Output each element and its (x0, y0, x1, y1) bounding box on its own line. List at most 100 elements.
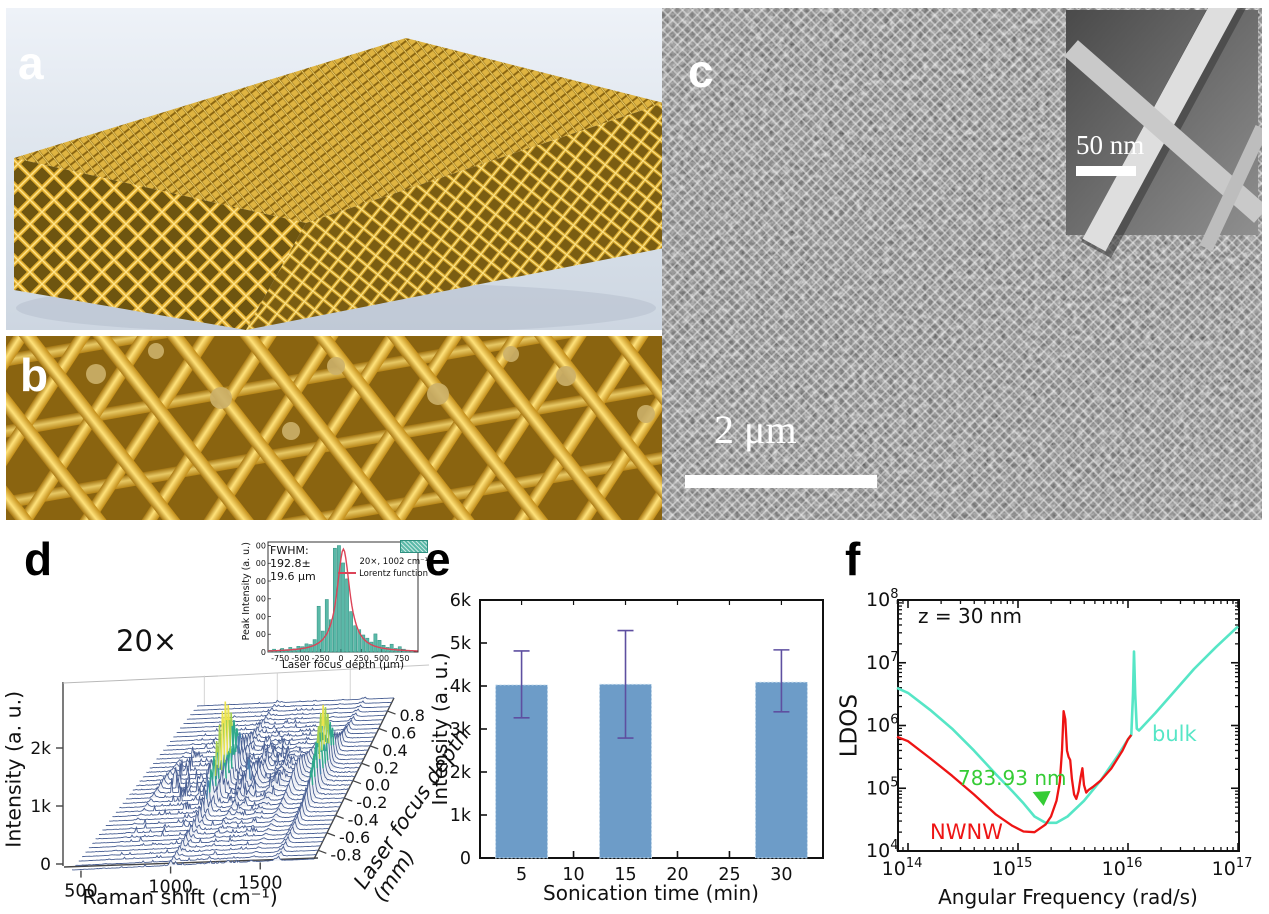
svg-text:600: 600 (256, 541, 266, 550)
ldos-y-axis-label: LDOS (836, 694, 863, 758)
svg-text:5k: 5k (450, 634, 472, 654)
slab-right-face (246, 103, 664, 330)
sonication-bar-chart: 0 1k 2k 3k 4k 5k 6k 5 10 15 20 25 30 (450, 591, 824, 885)
inset-x-axis-label: Laser focus depth (μm) (281, 659, 405, 671)
svg-text:20: 20 (666, 865, 688, 885)
svg-text:300: 300 (256, 595, 266, 604)
svg-text:0.0: 0.0 (365, 776, 390, 795)
svg-text:-750: -750 (271, 654, 289, 663)
svg-text:1016: 1016 (1102, 856, 1143, 880)
svg-text:15: 15 (614, 865, 636, 885)
svg-text:-0.2: -0.2 (356, 793, 387, 812)
svg-text:6k: 6k (450, 591, 472, 611)
svg-text:30: 30 (770, 865, 792, 885)
svg-text:500: 500 (64, 882, 97, 902)
svg-text:0.2: 0.2 (374, 758, 399, 777)
wire-end-caps (86, 343, 655, 440)
svg-text:1000: 1000 (148, 878, 193, 898)
panel-e-label: e (425, 533, 451, 585)
z-distance-annotation: z = 30 nm (918, 604, 1022, 628)
svg-text:-0.8: -0.8 (330, 845, 361, 864)
gold-nanowire-closeup-render (6, 336, 667, 520)
panel-f: 1014 1015 1016 1017 104 105 106 107 108 f Angula… (836, 530, 1269, 914)
svg-text:107: 107 (866, 650, 898, 674)
svg-text:3k: 3k (450, 720, 472, 740)
wavelength-annotation: 783.93 nm (958, 766, 1067, 790)
raman-z-axis-label: Intensity (a. u.) (1, 690, 26, 848)
slab-top-face (14, 38, 664, 223)
svg-text:0.4: 0.4 (382, 741, 407, 760)
svg-text:-250: -250 (312, 654, 330, 663)
svg-text:1017: 1017 (1212, 856, 1253, 880)
svg-text:0.6: 0.6 (391, 723, 416, 742)
svg-text:5: 5 (516, 865, 527, 885)
svg-text:0: 0 (460, 849, 471, 869)
nwnw-series-label: NWNW (930, 820, 1003, 844)
panel-a: a (6, 8, 667, 330)
svg-text:108: 108 (866, 587, 898, 611)
panel-c-label: c (688, 45, 714, 97)
panel-f-label: f (845, 533, 861, 585)
svg-text:500: 500 (374, 654, 389, 663)
inset-scale-bar (1076, 166, 1136, 176)
svg-text:1k: 1k (30, 797, 51, 817)
svg-text:105: 105 (866, 775, 898, 799)
histogram-legend-label: 20×, 1002 cm⁻¹ (359, 557, 428, 568)
panel-b-label: b (20, 349, 49, 401)
svg-text:0: 0 (261, 648, 266, 657)
svg-text:0: 0 (338, 654, 343, 663)
panel-d: 0 1k 2k 500 1000 1500 0.8 0.6 0.4 0.2 0.0 -0.2 -0.4-… (0, 530, 474, 914)
gold-lattice-render (6, 8, 667, 330)
svg-text:25: 25 (718, 865, 740, 885)
bulk-series-label: bulk (1152, 722, 1197, 746)
sonication-x-axis-label: Sonication time (min) (543, 881, 759, 905)
svg-text:0: 0 (40, 855, 51, 875)
lorentz-legend-line (338, 572, 357, 575)
panel-c: c 2 μm 50 nm (662, 8, 1262, 520)
fwhm-histogram-inset: 0 100 200 300 400 500 600 -750-500-250 0 250 500 75… (256, 541, 419, 663)
sonication-y-axis-label: Intensity (a. u.) (428, 652, 452, 806)
svg-text:-0.4: -0.4 (348, 810, 379, 829)
svg-text:1k: 1k (450, 806, 472, 826)
svg-text:250: 250 (354, 654, 369, 663)
scale-bar-text: 2 μm (714, 407, 797, 452)
histogram-legend-swatch (400, 540, 428, 553)
svg-text:-500: -500 (291, 654, 309, 663)
scale-bar (685, 475, 877, 488)
svg-text:200: 200 (256, 612, 266, 621)
svg-text:2k: 2k (30, 739, 51, 759)
svg-text:1015: 1015 (992, 856, 1033, 880)
sem-inset (1064, 8, 1262, 259)
svg-text:2k: 2k (450, 763, 472, 783)
panel-a-label: a (18, 37, 44, 89)
inset-legend: 20×, 1002 cm⁻¹ Lorentz function (336, 540, 428, 580)
objective-annotation: 20× (116, 624, 178, 658)
svg-text:750: 750 (394, 654, 409, 663)
ldos-x-axis-label: Angular Frequency (rad/s) (938, 885, 1198, 909)
svg-text:106: 106 (866, 713, 898, 737)
svg-text:400: 400 (256, 577, 266, 586)
fwhm-annotation: FWHM: 192.8± 19.6 μm (270, 544, 316, 584)
panel-b: b (6, 336, 667, 520)
svg-text:500: 500 (256, 559, 266, 568)
slab-left-face (14, 158, 306, 330)
svg-text:10: 10 (562, 865, 584, 885)
raman-x-axis-label: Raman shift (cm⁻¹) (82, 885, 278, 909)
svg-text:100: 100 (256, 630, 266, 639)
nanowire-arm-3 (1199, 125, 1262, 251)
inset-y-axis-label: Peak Intensity (a. u.) (240, 542, 252, 641)
svg-text:104: 104 (866, 838, 898, 862)
svg-text:4k: 4k (450, 677, 472, 697)
svg-text:1500: 1500 (238, 873, 283, 893)
lorentz-legend-label: Lorentz function (359, 568, 428, 579)
svg-text:-0.6: -0.6 (339, 828, 370, 847)
sem-image (662, 8, 1262, 520)
svg-text:0.8: 0.8 (400, 706, 425, 725)
panel-e: 0 1k 2k 3k 4k 5k 6k 5 10 15 20 25 30 e Sonication ti… (420, 530, 840, 914)
panel-d-label: d (24, 533, 53, 585)
wavelength-marker (1032, 791, 1051, 807)
inset-scale-bar-text: 50 nm (1076, 130, 1145, 160)
